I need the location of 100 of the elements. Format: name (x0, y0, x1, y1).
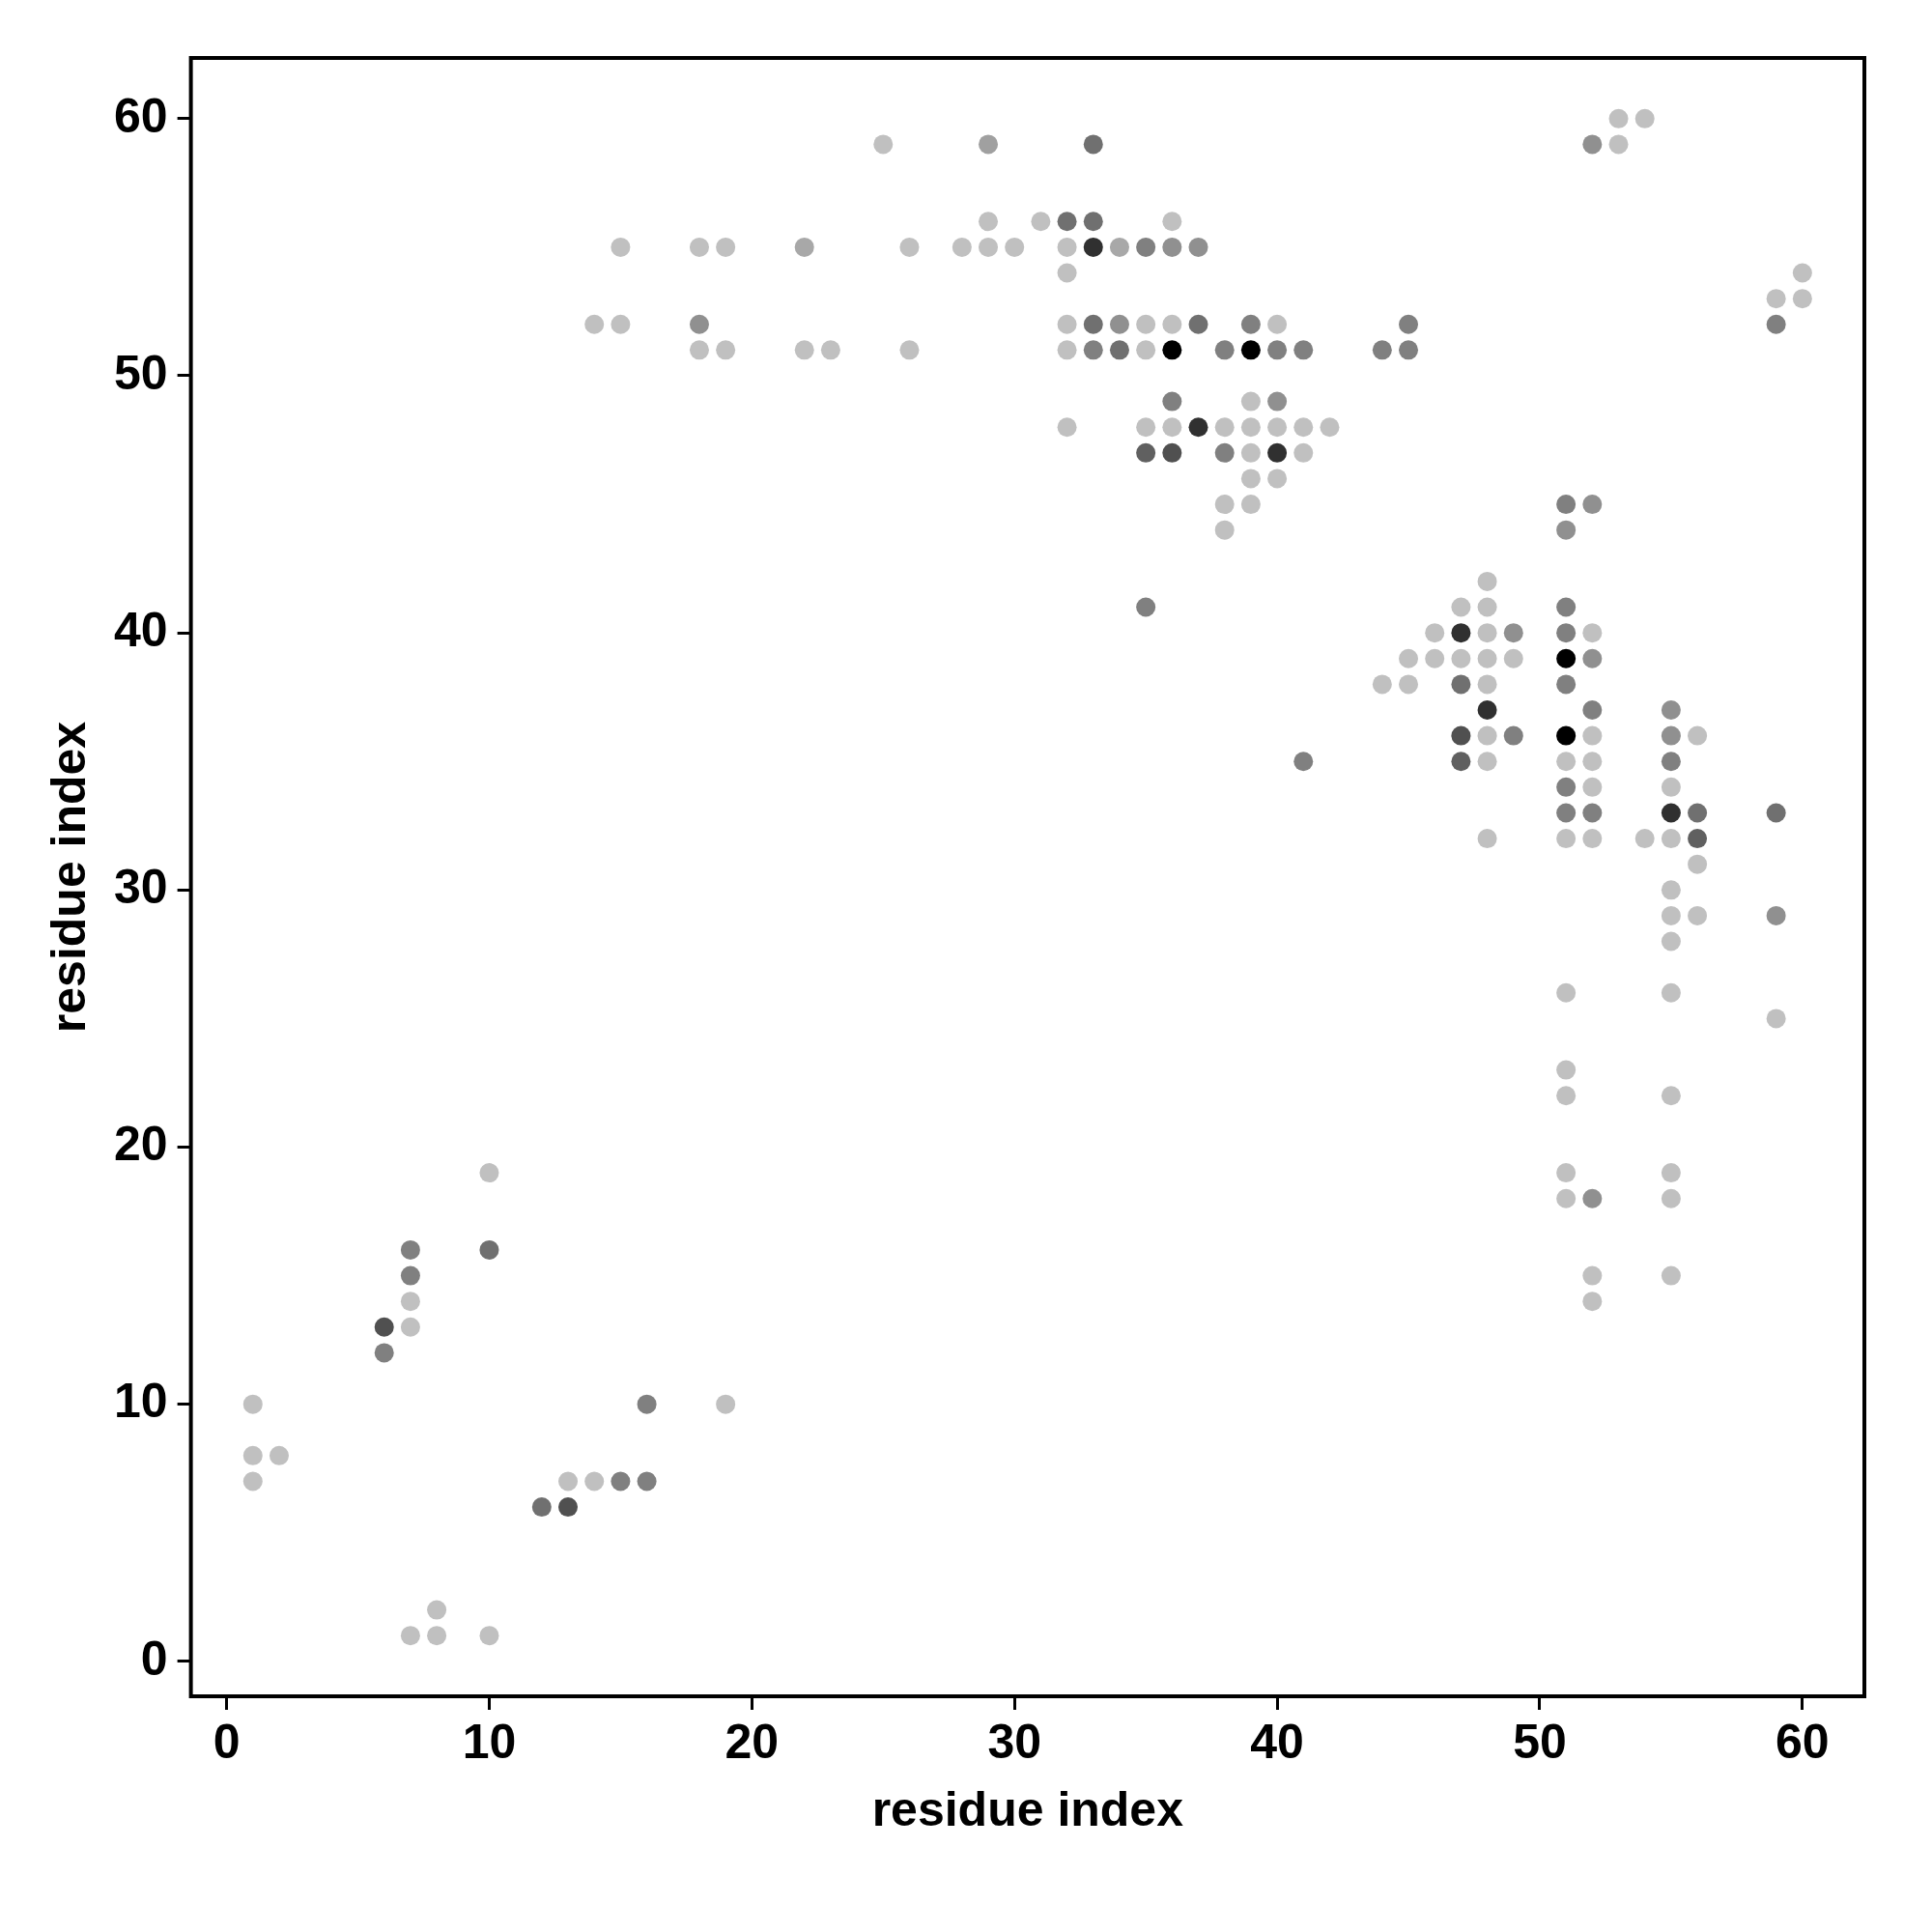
point (1451, 752, 1471, 772)
point (689, 340, 709, 360)
point (1162, 237, 1182, 257)
point (1057, 340, 1077, 360)
point (1083, 134, 1103, 155)
point (242, 1445, 263, 1465)
point (427, 1600, 447, 1620)
point (584, 1471, 605, 1492)
point (1661, 905, 1681, 925)
point (1688, 905, 1708, 925)
point (1136, 314, 1156, 334)
point (269, 1445, 289, 1465)
point (979, 237, 999, 257)
point (1057, 212, 1077, 232)
point (1162, 340, 1182, 360)
point (1556, 803, 1577, 823)
x-tick-label: 40 (1250, 1714, 1304, 1769)
point (1661, 752, 1681, 772)
point (1582, 725, 1603, 746)
point (374, 1317, 394, 1337)
point (1661, 1086, 1681, 1106)
point (1451, 674, 1471, 695)
point (479, 1626, 499, 1646)
point (1214, 340, 1235, 360)
point (979, 134, 999, 155)
point (873, 134, 894, 155)
point (1503, 725, 1523, 746)
point (1688, 803, 1708, 823)
point (1188, 237, 1208, 257)
point (1661, 1188, 1681, 1208)
point (1556, 752, 1577, 772)
y-tick-label: 10 (113, 1374, 168, 1429)
point (1320, 417, 1340, 438)
point (1214, 495, 1235, 515)
point (1477, 648, 1497, 668)
point (1766, 905, 1786, 925)
y-axis-title: residue index (41, 721, 96, 1034)
point (1240, 469, 1261, 489)
point (584, 314, 605, 334)
point (820, 340, 840, 360)
point (1372, 674, 1392, 695)
point (1582, 699, 1603, 720)
point (899, 237, 920, 257)
point (1503, 623, 1523, 643)
point (1162, 442, 1182, 463)
point (242, 1394, 263, 1414)
point (1005, 237, 1025, 257)
point (1162, 314, 1182, 334)
point (1267, 340, 1288, 360)
point (1188, 314, 1208, 334)
y-tick-label: 50 (113, 345, 168, 400)
point (1109, 340, 1129, 360)
point (1451, 623, 1471, 643)
point (1582, 777, 1603, 797)
point (1293, 340, 1314, 360)
point (1240, 314, 1261, 334)
point (1477, 752, 1497, 772)
point (1634, 108, 1655, 128)
point (1451, 648, 1471, 668)
point (427, 1626, 447, 1646)
point (1661, 880, 1681, 900)
point (400, 1626, 420, 1646)
point (716, 1394, 736, 1414)
point (1240, 442, 1261, 463)
point (1267, 391, 1288, 412)
point (794, 340, 814, 360)
point (1425, 648, 1445, 668)
point (1503, 648, 1523, 668)
point (952, 237, 972, 257)
point (689, 314, 709, 334)
point (1556, 777, 1577, 797)
point (637, 1394, 657, 1414)
point (689, 237, 709, 257)
point (1162, 391, 1182, 412)
point (558, 1497, 579, 1518)
y-tick-label: 30 (113, 860, 168, 915)
point (558, 1471, 579, 1492)
point (1582, 1188, 1603, 1208)
point (1267, 469, 1288, 489)
point (1582, 829, 1603, 849)
x-tick-label: 20 (724, 1714, 780, 1769)
point (1582, 1265, 1603, 1286)
y-tick-label: 20 (113, 1117, 168, 1172)
point (1661, 803, 1681, 823)
point (1240, 495, 1261, 515)
point (1425, 623, 1445, 643)
point (1188, 417, 1208, 438)
point (1267, 417, 1288, 438)
point (479, 1163, 499, 1183)
point (1661, 1163, 1681, 1183)
point (1451, 597, 1471, 617)
point (1031, 212, 1051, 232)
x-axis-title: residue index (871, 1781, 1184, 1836)
point (1057, 417, 1077, 438)
point (1399, 648, 1419, 668)
point (1661, 829, 1681, 849)
point (1556, 674, 1577, 695)
point (1477, 725, 1497, 746)
point (1136, 417, 1156, 438)
point (1556, 597, 1577, 617)
